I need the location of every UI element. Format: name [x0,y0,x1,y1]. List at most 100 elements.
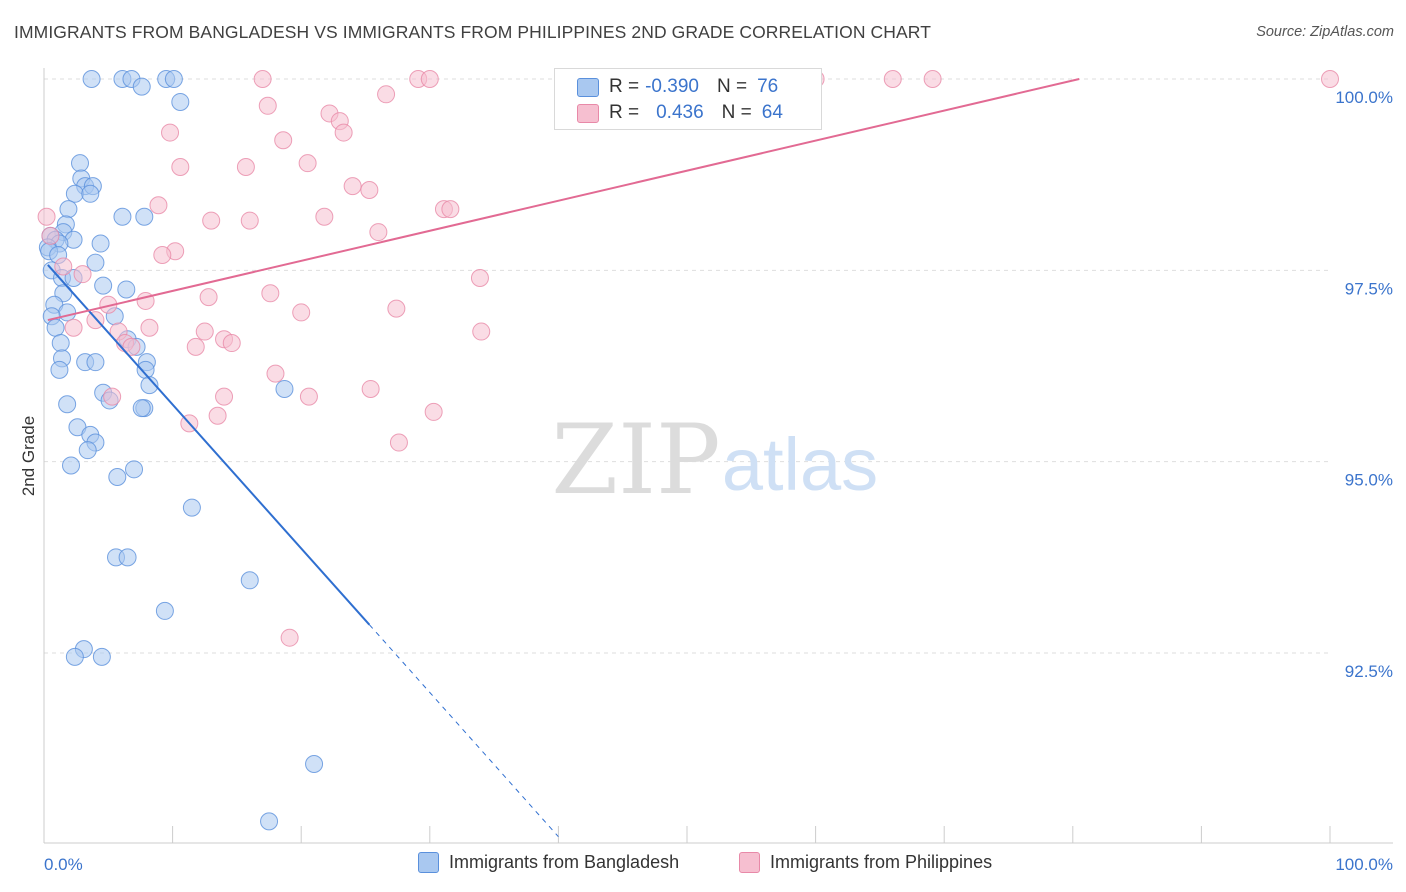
correlation-legend: R = -0.390 N = 76 R = 0.436 N = 64 [554,68,822,130]
legend-n-value-bangladesh: 76 [757,76,779,97]
philippines-point [195,322,214,341]
legend-r-label: R = [609,76,640,97]
bangladesh-point [71,154,90,173]
x-tick-label: 100.0% [1335,855,1393,874]
bangladesh-point [86,353,105,372]
bangladesh-point [125,460,144,479]
philippines-point [387,299,406,318]
philippines-point [161,123,180,142]
bangladesh-point [118,548,137,567]
philippines-point [222,334,241,353]
bangladesh-point [260,812,279,831]
legend-n-label: N = [721,102,752,123]
bangladesh-point [171,92,190,111]
philippines-point [369,223,388,242]
philippines-point [240,211,259,230]
bangladesh-trendline [47,264,371,626]
watermark-atlas: atlas [722,423,878,506]
legend-n-label: N = [716,76,748,97]
legend-n-value-philippines: 64 [761,102,783,123]
bottom-legend-swatch-philippines [739,852,760,873]
legend-row-philippines: R = 0.436 N = 64 [577,101,783,125]
bangladesh-point [82,70,101,88]
philippines-point [253,70,272,88]
bangladesh-trendline-extension [368,624,559,838]
trend-layer [47,78,1080,838]
philippines-point [153,246,172,265]
chart-title: IMMIGRANTS FROM BANGLADESH VS IMMIGRANTS… [14,22,931,42]
philippines-point [343,177,362,196]
philippines-point [1321,70,1339,88]
bangladesh-point [164,70,183,88]
bangladesh-point [46,318,65,337]
philippines-point [202,211,221,230]
philippines-point [315,207,334,226]
legend-swatch-philippines [577,103,599,123]
bangladesh-point [51,334,70,353]
philippines-point [280,628,299,647]
legend-r-value-bangladesh: -0.390 [645,76,699,97]
bangladesh-point [50,360,69,379]
watermark-zip: ZIP [551,404,720,516]
x-tick-label: 0.0% [44,855,83,874]
philippines-point [215,387,234,406]
philippines-point [37,207,56,226]
philippines-point [298,154,317,173]
philippines-point [41,226,60,245]
bangladesh-point [94,276,113,295]
bangladesh-point [135,207,154,226]
philippines-point [472,322,491,341]
philippines-trendline [47,78,1080,322]
y-tick-label: 97.5% [1345,279,1393,298]
y-tick-label: 100.0% [1335,88,1393,107]
bangladesh-point [132,399,151,418]
philippines-point [274,131,293,150]
bottom-legend-label-bangladesh: Immigrants from Bangladesh [449,852,680,872]
philippines-point [186,337,205,356]
bangladesh-point [92,647,111,666]
source-label: Source: ZipAtlas.com [1256,24,1394,40]
bangladesh-point [58,303,77,322]
philippines-point [261,284,280,303]
philippines-point [420,70,439,88]
philippines-point [470,268,489,287]
bangladesh-point [65,184,84,203]
grid-layer [44,78,1330,654]
legend-r-value-philippines: 0.436 [656,102,704,123]
philippines-point [360,180,379,199]
bangladesh-point [91,234,110,253]
philippines-point [389,433,408,452]
watermark: ZIP atlas [551,404,878,516]
philippines-point [883,70,902,88]
philippines-point [361,379,380,398]
bangladesh-point [108,467,127,486]
philippines-point [64,318,83,337]
bangladesh-point [140,376,159,395]
axis-layer [43,68,1393,844]
bangladesh-point [182,498,201,517]
legend-row-bangladesh: R = -0.390 N = 76 [577,75,778,99]
philippines-point [140,318,159,337]
philippines-point [208,406,227,425]
bangladesh-point [86,253,105,272]
philippines-point [299,387,318,406]
bangladesh-point [132,77,151,96]
philippines-point [923,70,942,88]
bangladesh-point [59,200,78,219]
bangladesh-point [305,754,324,773]
bangladesh-point [81,184,100,203]
philippines-point [377,85,396,104]
bangladesh-point [113,207,132,226]
bangladesh-point [155,601,174,620]
philippines-point [292,303,311,322]
bangladesh-point [58,395,77,414]
philippines-point [266,364,285,383]
philippines-point [54,257,73,276]
philippines-point [171,158,190,177]
philippines-point [199,288,218,307]
y-tick-label: 95.0% [1345,471,1393,490]
legend-r-label: R = [609,102,640,123]
philippines-point [122,337,141,356]
philippines-point [236,158,255,177]
